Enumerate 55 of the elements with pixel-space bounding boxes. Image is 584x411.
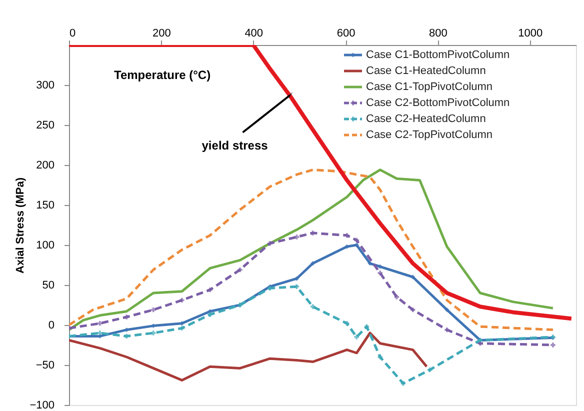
x-tick-label: 400 xyxy=(244,28,264,40)
line-series xyxy=(69,168,554,332)
x-tick-label: 800 xyxy=(429,28,448,40)
y-tick-label: 250 xyxy=(36,120,54,132)
point xyxy=(410,307,416,312)
x-axis-title: Temperature (°C) xyxy=(114,68,211,82)
annotation: yield stress xyxy=(202,138,268,152)
x-tick-label: 0 xyxy=(70,28,76,40)
y-tick-label: −50 xyxy=(36,360,54,372)
y-tick-label: −100 xyxy=(30,400,54,411)
legend-label: Case C2-TopPivotColumn xyxy=(366,129,493,141)
point xyxy=(344,321,350,326)
y-tick-label: 300 xyxy=(36,80,54,92)
y-tick-label: 150 xyxy=(36,200,54,212)
point xyxy=(378,354,382,360)
point xyxy=(98,321,102,326)
point xyxy=(444,307,450,312)
point xyxy=(394,294,400,300)
legend-label: Case C1-BottomPivotColumn xyxy=(366,49,510,61)
x-tick-label: 1000 xyxy=(518,28,543,40)
point xyxy=(124,314,129,320)
point xyxy=(364,324,370,329)
point xyxy=(268,241,272,246)
point xyxy=(151,307,156,312)
y-tick-label: 50 xyxy=(42,280,54,292)
point xyxy=(98,330,102,336)
y-tick-label: 200 xyxy=(36,160,54,172)
point xyxy=(180,298,184,303)
point xyxy=(378,270,382,276)
point xyxy=(368,261,372,266)
line-series xyxy=(69,45,574,321)
x-tick-label: 200 xyxy=(152,28,171,40)
point xyxy=(354,334,359,340)
point xyxy=(208,287,212,292)
point xyxy=(354,238,359,243)
point xyxy=(238,267,242,272)
point xyxy=(550,342,556,348)
point xyxy=(378,264,382,269)
legend-label: Case C1-TopPivotColumn xyxy=(366,81,493,93)
x-tick-label: 600 xyxy=(336,28,356,40)
y-tick-label: 100 xyxy=(36,240,54,252)
point xyxy=(208,312,212,317)
legend-label: Case C1-HeatedColumn xyxy=(366,65,486,77)
point xyxy=(124,334,129,339)
point xyxy=(310,304,316,309)
y-axis-title: Axial Stress (MPa) xyxy=(14,177,27,274)
point xyxy=(428,367,432,372)
point xyxy=(180,326,184,331)
y-tick-label: 0 xyxy=(48,320,54,332)
point xyxy=(444,327,450,332)
legend-label: Case C2-HeatedColumn xyxy=(366,113,486,125)
point xyxy=(310,261,316,266)
legend-label: Case C2-BottomPivotColumn xyxy=(366,97,510,109)
point xyxy=(294,234,300,240)
point xyxy=(400,381,406,386)
